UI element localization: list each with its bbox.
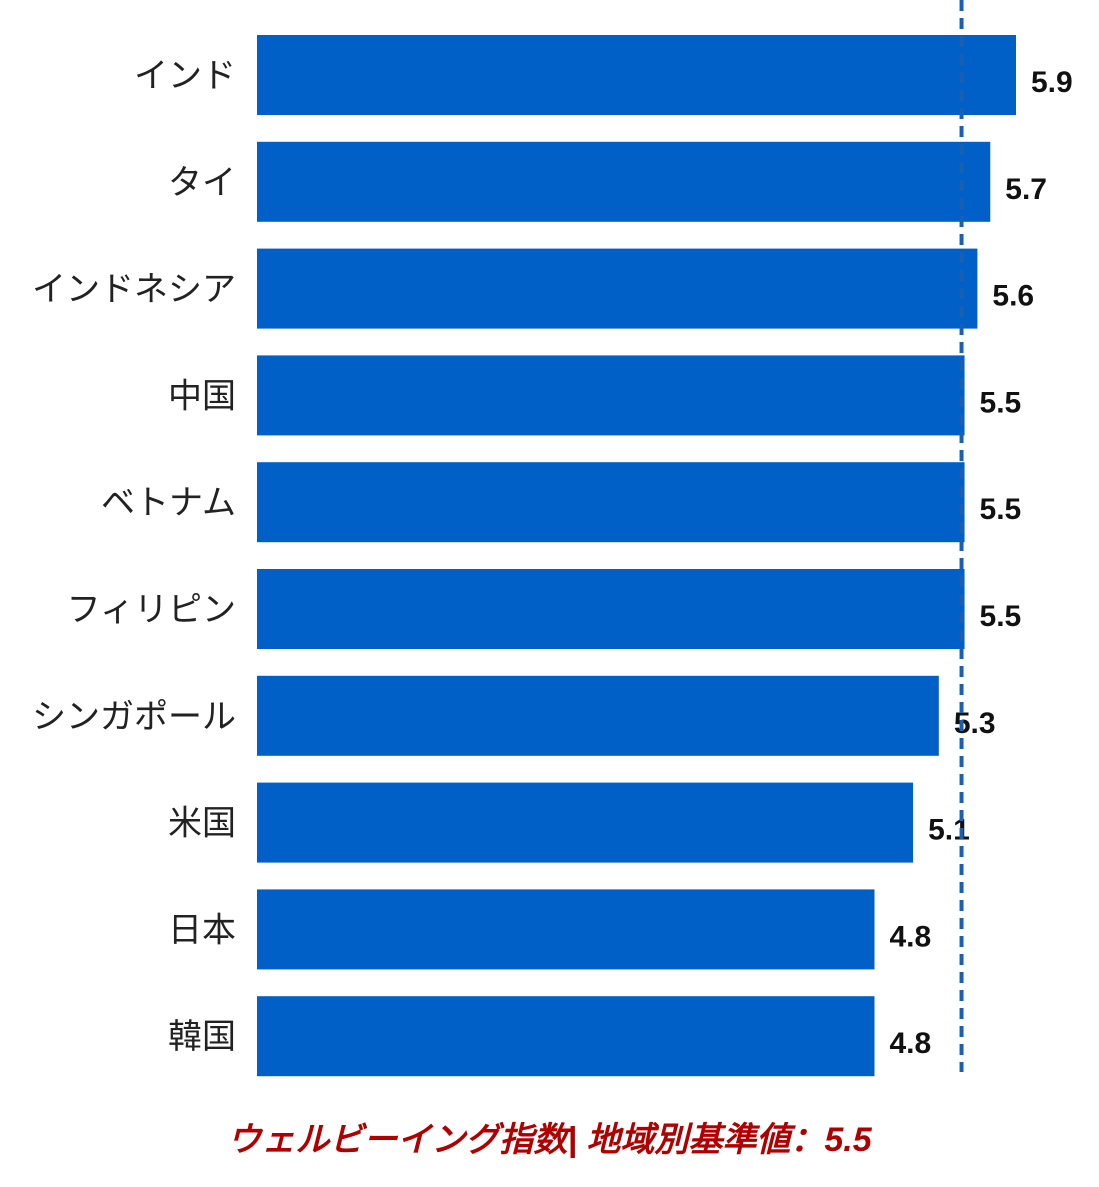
category-label: ベトナム [101, 483, 236, 523]
value-label: 5.1 [928, 814, 970, 847]
category-label: シンガポール [32, 697, 236, 737]
bar-5 [257, 462, 965, 543]
category-label: インド [134, 56, 236, 96]
category-label: 韓国 [168, 1017, 236, 1057]
category-label: タイ [168, 163, 236, 203]
bar-8 [257, 782, 914, 863]
category-label: 中国 [168, 376, 236, 416]
value-label: 5.7 [1005, 173, 1047, 206]
bar-10 [257, 996, 875, 1077]
value-label: 5.6 [992, 280, 1034, 313]
category-label: フィリピン [67, 590, 236, 630]
bar-4 [257, 355, 965, 436]
value-labels-group: 5.95.75.65.55.55.55.35.14.84.8 [889, 66, 1072, 1060]
bar-9 [257, 889, 875, 970]
category-label: 米国 [168, 804, 236, 844]
category-label: 日本 [168, 910, 236, 950]
value-label: 4.8 [889, 920, 931, 953]
value-label: 5.5 [980, 600, 1022, 633]
bar-6 [257, 569, 965, 649]
bar-1 [257, 35, 1016, 115]
category-label: インドネシア [32, 270, 236, 310]
value-label: 4.8 [889, 1027, 931, 1060]
bar-7 [257, 675, 939, 756]
value-label: 5.9 [1031, 66, 1073, 99]
value-label: 5.5 [980, 493, 1022, 526]
bar-3 [257, 248, 978, 329]
value-label: 5.5 [980, 386, 1022, 419]
bars-group [257, 35, 1016, 1077]
chart-caption: ウェルビーイング指数| 地域別基準値：5.5 [227, 1121, 872, 1159]
bar-2 [257, 141, 991, 222]
